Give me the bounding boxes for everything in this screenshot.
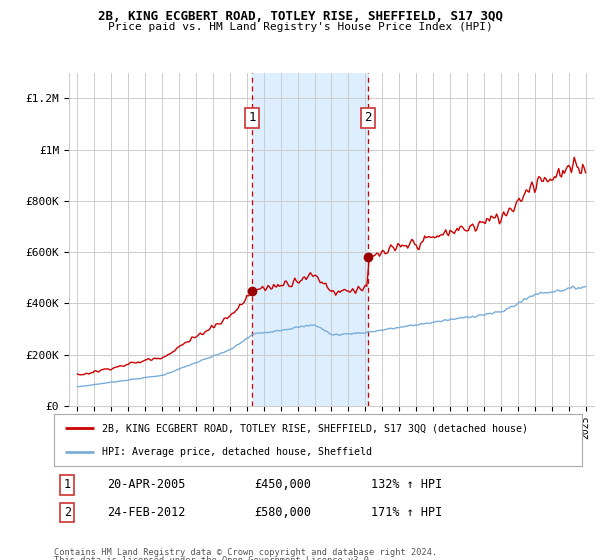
- Text: 132% ↑ HPI: 132% ↑ HPI: [371, 478, 442, 492]
- Text: £580,000: £580,000: [254, 506, 311, 519]
- Text: This data is licensed under the Open Government Licence v3.0.: This data is licensed under the Open Gov…: [54, 556, 374, 560]
- Text: £450,000: £450,000: [254, 478, 311, 492]
- Text: 1: 1: [64, 478, 71, 492]
- Text: 2: 2: [64, 506, 71, 519]
- Text: 1: 1: [248, 111, 256, 124]
- Bar: [252, 73, 368, 406]
- Text: 2B, KING ECGBERT ROAD, TOTLEY RISE, SHEFFIELD, S17 3QQ: 2B, KING ECGBERT ROAD, TOTLEY RISE, SHEF…: [97, 10, 503, 23]
- Text: 171% ↑ HPI: 171% ↑ HPI: [371, 506, 442, 519]
- Text: 20-APR-2005: 20-APR-2005: [107, 478, 185, 492]
- Text: 2B, KING ECGBERT ROAD, TOTLEY RISE, SHEFFIELD, S17 3QQ (detached house): 2B, KING ECGBERT ROAD, TOTLEY RISE, SHEF…: [101, 423, 527, 433]
- Text: 24-FEB-2012: 24-FEB-2012: [107, 506, 185, 519]
- Text: Price paid vs. HM Land Registry's House Price Index (HPI): Price paid vs. HM Land Registry's House …: [107, 22, 493, 32]
- Text: 2: 2: [364, 111, 371, 124]
- Text: HPI: Average price, detached house, Sheffield: HPI: Average price, detached house, Shef…: [101, 447, 371, 457]
- Text: Contains HM Land Registry data © Crown copyright and database right 2024.: Contains HM Land Registry data © Crown c…: [54, 548, 437, 557]
